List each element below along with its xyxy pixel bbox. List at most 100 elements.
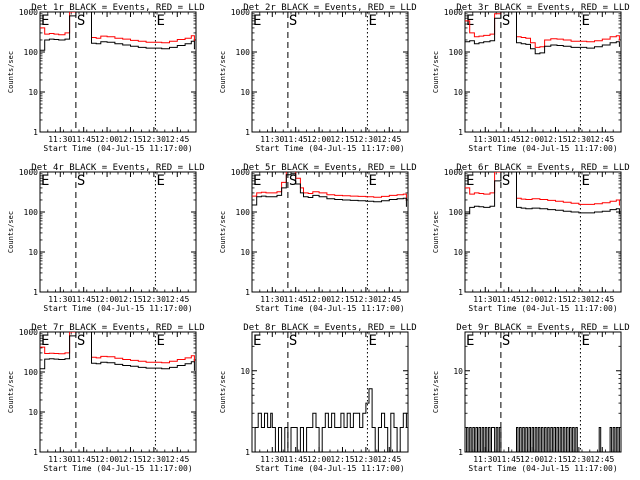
marker-label-e: E	[253, 13, 261, 29]
marker-label-e: E	[466, 333, 474, 349]
y-tick-label: 100	[236, 48, 251, 57]
x-tick-label: 12:00	[520, 135, 544, 144]
lld-series-line	[252, 172, 407, 201]
x-tick-label: 12:30	[354, 295, 378, 304]
y-tick-label: 10	[453, 367, 463, 376]
y-axis-label: Counts/sec	[7, 51, 15, 93]
panel-title: Det 8r BLACK = Events, RED = LLD	[243, 323, 416, 333]
marker-label-s: S	[289, 333, 297, 349]
x-tick-label: 12:00	[520, 295, 544, 304]
x-tick-label: 12:00	[307, 455, 331, 464]
y-tick-label: 10	[28, 248, 38, 257]
panel-det-2r: Det 2r BLACK = Events, RED = LLD 1 10 100 10…	[219, 3, 417, 153]
marker-label-e: E	[156, 173, 164, 189]
x-axis-label: Start Time (04-Jul-15 11:17:00)	[468, 304, 617, 313]
x-axis-label: Start Time (04-Jul-15 11:17:00)	[43, 144, 192, 153]
x-tick-label: 11:45	[72, 135, 96, 144]
panel-det-8r: Det 8r BLACK = Events, RED = LLD 1 10 11:30…	[219, 323, 417, 473]
x-tick-label: 12:00	[95, 455, 119, 464]
events-series-line	[465, 12, 620, 55]
panel-det-5r: Det 5r BLACK = Events, RED = LLD 1 10 100 10…	[219, 163, 417, 313]
panel-det-6r: Det 6r BLACK = Events, RED = LLD 1 10 100 10…	[432, 163, 630, 313]
marker-label-s: S	[289, 13, 297, 29]
x-tick-label: 11:30	[48, 295, 72, 304]
marker-label-e: E	[368, 333, 376, 349]
x-tick-label: 12:15	[330, 135, 354, 144]
panel-det-9r: Det 9r BLACK = Events, RED = LLD 1 10 11:30…	[432, 323, 630, 473]
marker-label-s: S	[77, 13, 85, 29]
marker-label-s: S	[289, 173, 297, 189]
x-tick-label: 12:30	[567, 455, 591, 464]
y-axis-label: Counts/sec	[219, 211, 227, 253]
marker-label-s: S	[77, 333, 85, 349]
lld-series-line	[465, 12, 620, 48]
marker-label-e: E	[41, 13, 49, 29]
marker-label-e: E	[368, 13, 376, 29]
panel-title: Det 1r BLACK = Events, RED = LLD	[31, 3, 204, 13]
y-tick-label: 1	[245, 128, 250, 137]
x-tick-label: 12:30	[142, 135, 166, 144]
x-tick-label: 12:15	[118, 295, 142, 304]
axes-frame	[464, 171, 622, 293]
axes-frame	[464, 11, 622, 133]
x-tick-label: 12:15	[543, 135, 567, 144]
x-axis-label: Start Time (04-Jul-15 11:17:00)	[255, 304, 404, 313]
x-tick-label: 12:30	[567, 295, 591, 304]
x-tick-label: 11:30	[473, 135, 497, 144]
x-tick-label: 11:30	[260, 295, 284, 304]
axes-frame	[251, 171, 409, 293]
x-tick-label: 12:30	[567, 135, 591, 144]
x-tick-label: 11:30	[48, 455, 72, 464]
axes-frame	[39, 331, 197, 453]
x-tick-label: 11:30	[48, 135, 72, 144]
x-tick-label: 11:45	[497, 455, 521, 464]
x-tick-label: 11:30	[473, 295, 497, 304]
marker-label-e: E	[466, 13, 474, 29]
marker-label-e: E	[466, 173, 474, 189]
panel-det-7r: Det 7r BLACK = Events, RED = LLD 1 10 100 10…	[7, 323, 205, 473]
x-tick-label: 12:45	[590, 455, 614, 464]
marker-label-s: S	[502, 333, 510, 349]
y-tick-label: 1	[458, 448, 463, 457]
y-tick-label: 1000	[19, 328, 38, 337]
y-tick-label: 1000	[444, 168, 463, 177]
y-axis-label: Counts/sec	[432, 51, 440, 93]
x-tick-label: 12:00	[307, 135, 331, 144]
panel-title: Det 4r BLACK = Events, RED = LLD	[31, 163, 204, 173]
x-tick-label: 12:00	[95, 135, 119, 144]
axes-frame	[39, 11, 197, 133]
x-tick-label: 11:45	[284, 295, 308, 304]
x-tick-label: 12:45	[377, 295, 401, 304]
panel-det-3r: Det 3r BLACK = Events, RED = LLD 1 10 100 10…	[432, 3, 630, 153]
x-tick-label: 11:45	[284, 455, 308, 464]
marker-label-e: E	[581, 333, 589, 349]
y-tick-label: 10	[453, 248, 463, 257]
y-tick-label: 1000	[231, 8, 250, 17]
x-tick-label: 12:15	[118, 135, 142, 144]
y-tick-label: 100	[236, 208, 251, 217]
x-tick-label: 12:15	[330, 295, 354, 304]
events-series-line	[465, 172, 620, 215]
x-tick-label: 12:15	[330, 455, 354, 464]
y-tick-label: 1000	[231, 168, 250, 177]
y-axis-label: Counts/sec	[7, 371, 15, 413]
y-tick-label: 10	[240, 248, 250, 257]
y-tick-label: 1000	[19, 168, 38, 177]
events-series-line	[252, 388, 407, 452]
y-tick-label: 1	[458, 288, 463, 297]
lld-series-line	[465, 172, 620, 206]
x-tick-label: 12:15	[543, 295, 567, 304]
events-series-line	[40, 332, 195, 371]
x-axis-label: Start Time (04-Jul-15 11:17:00)	[468, 144, 617, 153]
y-tick-label: 10	[240, 88, 250, 97]
y-axis-label: Counts/sec	[432, 211, 440, 253]
x-tick-label: 12:45	[377, 135, 401, 144]
marker-label-e: E	[368, 173, 376, 189]
y-tick-label: 100	[449, 48, 464, 57]
marker-label-e: E	[156, 333, 164, 349]
x-tick-label: 12:30	[142, 295, 166, 304]
y-tick-label: 1	[33, 288, 38, 297]
x-tick-label: 12:45	[165, 455, 189, 464]
x-tick-label: 12:30	[142, 455, 166, 464]
